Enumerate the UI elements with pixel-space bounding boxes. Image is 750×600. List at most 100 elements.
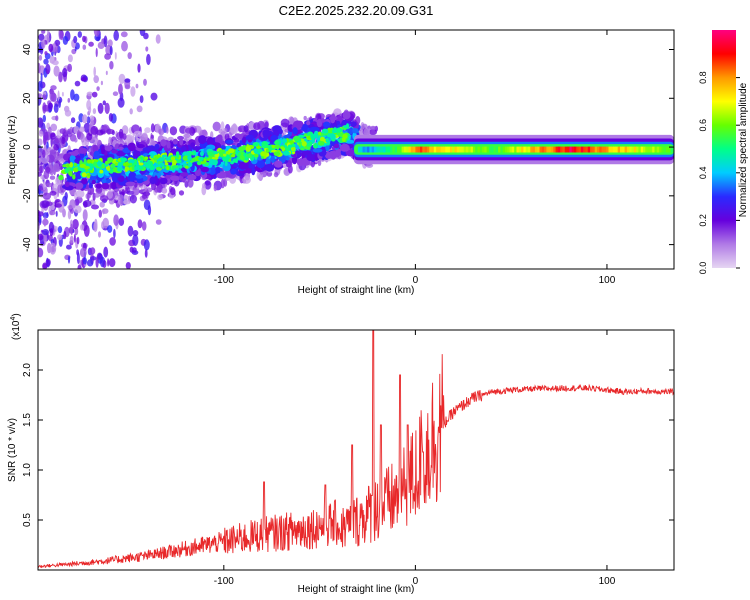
spectrogram-cell (110, 169, 114, 174)
spectrogram-hotspot (599, 146, 603, 153)
spectrogram-hotspot (422, 146, 426, 153)
spectrogram-cell (172, 159, 177, 165)
spectrogram-hotspot (440, 146, 444, 153)
spectrogram-cell (330, 115, 336, 124)
spectrogram-cell (207, 151, 214, 157)
spectrogram-hotspot (645, 146, 649, 153)
spectrogram-cell (144, 249, 148, 258)
spectrogram-cell (53, 103, 59, 113)
spectrogram-cell (284, 169, 289, 175)
spectrogram-cell (73, 162, 77, 167)
spectrogram-cell (108, 258, 116, 268)
spectrogram-hotspot (546, 146, 550, 153)
spectrogram-cell (107, 189, 113, 199)
spectrogram-cell (93, 161, 98, 167)
spectrogram-cell (336, 120, 341, 125)
spectrogram-cell (172, 138, 178, 145)
spectrogram-cell (59, 128, 66, 135)
spectrogram-hotspot (603, 146, 607, 153)
spectrogram-cell (222, 162, 231, 172)
spectrogram-hotspot (521, 146, 525, 153)
spectrogram-cell (220, 121, 225, 132)
spectrogram-cell (98, 209, 103, 218)
spectrogram-cell (127, 159, 135, 164)
spectrogram-cell (44, 51, 48, 56)
spectrogram-cell (67, 54, 73, 63)
spectrogram-hotspot (461, 146, 465, 153)
spectrogram-cell (49, 175, 56, 180)
snr-x-tick-label: 0 (413, 576, 419, 587)
spectrogram-cell (80, 77, 87, 82)
spectrogram-cell (273, 151, 281, 156)
spectrogram-cell (73, 233, 76, 243)
spectrogram-cell (73, 93, 80, 102)
spectrogram-cell (129, 175, 134, 183)
spectrogram-hotspot (429, 146, 433, 153)
spectrogram-hotspot (537, 146, 541, 153)
spectrogram-cell (67, 204, 73, 210)
spectrogram-cell (265, 148, 270, 154)
spectrogram-cell (95, 47, 98, 58)
spectrogram-cell (42, 229, 49, 236)
spectrogram-cell (260, 151, 267, 157)
spectrogram-cell (83, 165, 90, 170)
spectrogram-cell (105, 128, 115, 135)
spectrogram-hotspot (479, 146, 483, 153)
spectrogram-cell (141, 221, 147, 231)
spectrogram-cell (321, 128, 329, 134)
spectrogram-cell (95, 183, 102, 189)
spectrogram-cell (69, 162, 73, 168)
spectrogram-cell (113, 214, 119, 226)
spectrogram-cell (50, 123, 58, 132)
spectrogram-hotspot (569, 146, 573, 153)
spectrogram-cell (72, 219, 79, 230)
spectrogram-cell (117, 167, 123, 172)
spectrogram-cell (50, 85, 57, 91)
spectrogram-cell (38, 211, 44, 217)
spectrogram-hotspot (486, 146, 490, 153)
spectrogram-hotspot (518, 146, 522, 153)
spectrogram-cell (66, 244, 72, 250)
snr-series-line (38, 330, 674, 569)
spectrogram-cell (170, 156, 176, 161)
spectrogram-cell (112, 91, 119, 96)
spectrogram-cell (113, 228, 116, 239)
spectrogram-cell (57, 90, 60, 102)
spectrogram-hotspot (371, 146, 375, 153)
spectrogram-cell (235, 149, 239, 155)
spectrogram-cell (43, 169, 50, 180)
spectrogram-cell (225, 139, 234, 144)
spectrogram-cell (58, 30, 62, 40)
spectrogram-cell (86, 116, 91, 124)
spectrogram-cell (352, 128, 359, 134)
spectrogram-hotspot (357, 146, 361, 153)
spectrogram-cell (143, 199, 151, 211)
spectrogram-cell (99, 201, 105, 208)
spectrogram-cell (75, 196, 83, 204)
spectrogram-hotspot (426, 146, 430, 153)
spectrogram-hotspot (477, 146, 481, 153)
spectrogram-cell (285, 146, 290, 152)
spectrogram-cell (244, 156, 249, 161)
spectrogram-x-tick-label: 0 (413, 275, 419, 286)
spectrogram-hotspot (636, 146, 640, 153)
spectrogram-cell (133, 149, 141, 159)
spectrogram-cell (158, 128, 165, 136)
spectrogram-cell (64, 168, 69, 174)
spectrogram-cell (81, 172, 87, 178)
spectrogram-hotspot (652, 146, 656, 153)
spectrogram-cell (204, 162, 209, 167)
spectrogram-cell (320, 136, 325, 142)
spectrogram-cell (252, 142, 259, 147)
spectrogram-cell (45, 131, 49, 141)
spectrogram-hotspot (594, 146, 598, 153)
spectrogram-hotspot (532, 146, 536, 153)
spectrogram-hotspot (647, 146, 651, 153)
spectrogram-cell (93, 66, 96, 77)
spectrogram-hotspot (534, 146, 538, 153)
spectrogram-hotspot (498, 146, 502, 153)
spectrogram-hotspot (399, 146, 403, 153)
spectrogram-cell (161, 154, 168, 158)
spectrogram-cell (78, 126, 85, 133)
snr-frame (37, 329, 675, 571)
